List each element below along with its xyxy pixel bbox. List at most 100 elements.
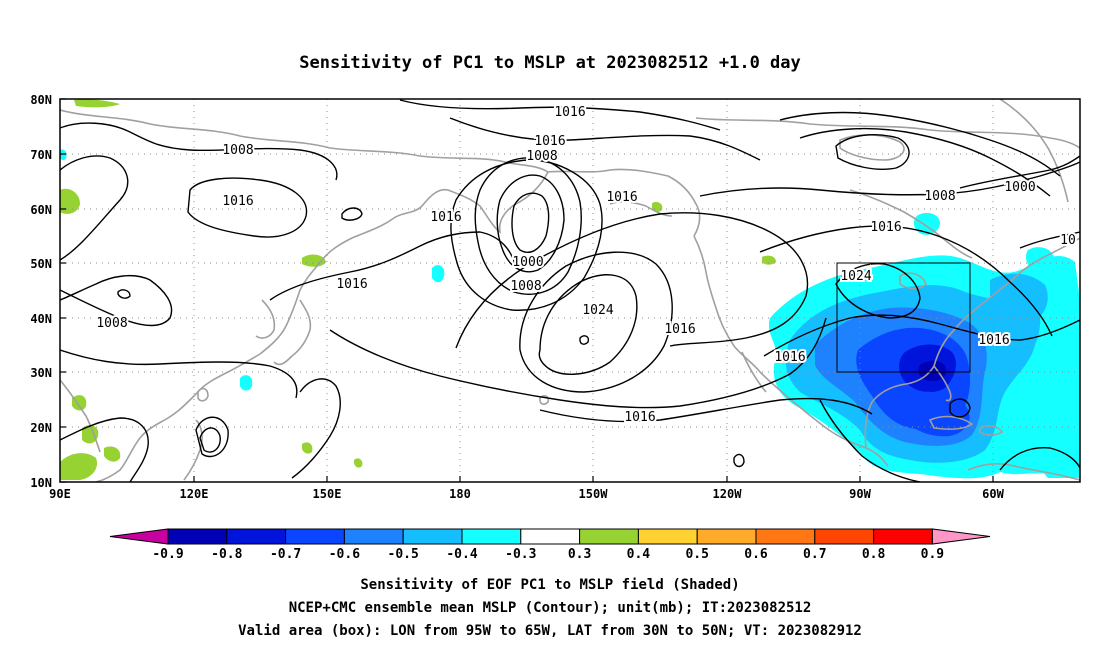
contour-label: 1016	[978, 333, 1009, 348]
coast-canada-east	[1011, 237, 1080, 281]
colorbar-swatch	[637, 528, 698, 545]
coast-greatlakes	[899, 272, 927, 290]
lat-tick-label: 30N	[30, 366, 52, 380]
contour-label: 1008	[924, 189, 955, 204]
lon-axis: 90E 120E 150E 180 150W 120W 90W 60W	[49, 487, 1004, 501]
contour-arctic-ripple-2	[799, 127, 1051, 197]
colorbar-label: -0.5	[388, 547, 419, 562]
lat-tick-label: 80N	[30, 93, 52, 107]
contour-label: 1016	[664, 322, 695, 337]
colorbar-low-arrow	[109, 528, 169, 545]
contour-1000-arctic	[959, 155, 1080, 189]
footer-line-2: NCEP+CMC ensemble mean MSLP (Contour); u…	[289, 600, 812, 616]
colorbar-swatch	[579, 528, 639, 545]
contour-1024-atlantic	[835, 263, 921, 319]
shade-cyan-asia	[60, 149, 67, 161]
coast-baja	[741, 351, 767, 393]
coast-alaska-chain	[609, 201, 673, 217]
contour-1016-ne-america	[759, 225, 1053, 337]
contour-small-loop-7	[117, 289, 131, 299]
lat-tick-label: 20N	[30, 421, 52, 435]
coast-florida	[933, 365, 952, 402]
contour-small-loop-4	[579, 335, 590, 345]
colorbar-label: -0.9	[152, 547, 183, 562]
colorbar-swatch	[402, 528, 463, 545]
lat-tick-label: 60N	[30, 203, 52, 217]
colorbar: -0.9 -0.8 -0.7 -0.6 -0.5 -0.4 -0.3 0.3 0.4 0.5 0.6…	[109, 528, 991, 562]
lon-tick-label: 90E	[49, 487, 71, 501]
contour-label: 1016	[554, 105, 585, 120]
colorbar-label: -0.4	[446, 547, 477, 562]
contour-label: 1008	[96, 316, 127, 331]
colorbar-swatch	[167, 528, 228, 545]
shade-green-5	[72, 395, 87, 411]
contour-1024-high	[538, 274, 638, 375]
contour-label: 1016	[606, 190, 637, 205]
contour-label: 1000	[512, 255, 543, 270]
shade-cyan-pacific-1	[432, 265, 445, 283]
colorbar-label: 0.6	[744, 547, 768, 562]
lat-lon-grid	[60, 99, 1080, 482]
colorbar-label: 0.4	[627, 547, 651, 562]
coast-cuba	[928, 415, 974, 430]
coast-mexico	[759, 371, 889, 467]
contour-label: 1000	[1004, 180, 1035, 195]
coast-gulf	[864, 365, 935, 449]
lon-tick-label: 120W	[713, 487, 743, 501]
coast-taiwan	[197, 387, 209, 402]
contour-1016-arctic-b	[449, 117, 761, 161]
lon-tick-label: 120E	[180, 487, 209, 501]
contour-1016-arctic-a	[399, 99, 721, 131]
contour-east-edge	[999, 447, 1080, 471]
contour-label: 1024	[582, 303, 613, 318]
contour-label: 10	[1060, 233, 1076, 248]
colorbar-label: -0.6	[329, 547, 360, 562]
contour-small-loop-1	[199, 427, 221, 453]
contour-label: 1008	[526, 149, 557, 164]
coast-okhotsk	[259, 217, 395, 355]
contour-south-asia-wiggle	[60, 417, 149, 482]
contour-1008-siberia	[60, 122, 338, 181]
lon-tick-label: 150W	[579, 487, 609, 501]
shade-green-1	[60, 188, 80, 214]
contour-label: 1008	[222, 143, 253, 158]
mslp-contours	[60, 99, 1080, 482]
footer-line-3: Valid area (box): LON from 95W to 65W, L…	[238, 623, 862, 639]
coast-japan	[273, 299, 312, 366]
contour-label: 1024	[840, 269, 871, 284]
lat-tick-label: 70N	[30, 148, 52, 162]
colorbar-label: 0.5	[685, 547, 708, 562]
lat-axis: 80N 70N 60N 50N 40N 30N 20N 10N	[30, 93, 52, 490]
shade-green-4	[82, 425, 99, 444]
colorbar-swatch	[285, 528, 345, 545]
shade-green-7	[302, 254, 326, 267]
map-frame	[59, 98, 1081, 483]
shade-green-10	[302, 442, 313, 454]
contour-small-loop-2	[195, 416, 229, 458]
axis-ticks	[60, 98, 994, 483]
lon-tick-label: 150E	[313, 487, 342, 501]
contour-label: 1016	[430, 210, 461, 225]
lat-tick-label: 10N	[30, 476, 52, 490]
contour-label: 1016	[336, 277, 367, 292]
coast-canada-north	[695, 117, 1080, 149]
colorbar-label: 0.7	[803, 547, 826, 562]
contour-10-edge	[1019, 231, 1080, 249]
lon-tick-label: 60W	[982, 487, 1004, 501]
colorbar-label: -0.7	[270, 547, 301, 562]
coast-hispaniola	[979, 425, 1004, 436]
colorbar-swatch	[343, 528, 404, 545]
colorbar-label: 0.3	[568, 547, 591, 562]
contour-small-loop-5	[733, 453, 745, 468]
plot-title: Sensitivity of PC1 to MSLP at 2023082512…	[299, 53, 801, 73]
contour-1008-india-loop	[60, 274, 173, 327]
coast-hawaii	[539, 395, 550, 405]
colorbar-swatch	[461, 528, 522, 545]
contour-1016-siberia-loop	[187, 177, 308, 238]
valid-area-box	[836, 262, 971, 373]
contour-1016-tropics	[539, 397, 873, 423]
contour-1016-high-outer	[455, 212, 809, 349]
coast-bc	[693, 235, 761, 373]
coast-philippines	[183, 419, 203, 481]
shade-cyan-pacific-2	[240, 375, 253, 391]
